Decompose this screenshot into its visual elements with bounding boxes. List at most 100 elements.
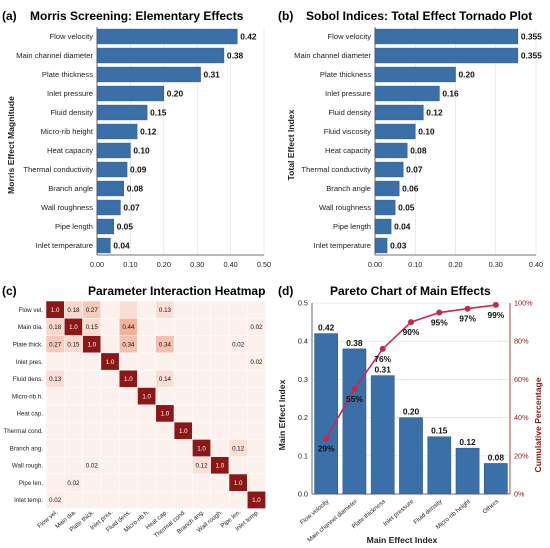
pareto-cumulative-point	[464, 305, 471, 312]
heatmap-cell	[100, 456, 120, 475]
heatmap-cell	[137, 491, 157, 509]
morris-bar	[96, 66, 201, 83]
sobol-value-label: 0.04	[394, 222, 411, 232]
heatmap-cell	[210, 473, 230, 492]
pareto-ytick-label: 0.2	[298, 413, 308, 422]
heatmap-cell-label: 0.44	[122, 324, 135, 331]
heatmap-cell-label: 1.0	[216, 463, 225, 470]
pareto-bar	[427, 436, 452, 495]
heatmap-cell-label: 0.34	[122, 341, 135, 348]
heatmap-cell	[155, 387, 175, 406]
heatmap-row-label: Fluid dens.	[13, 376, 44, 383]
pareto-value-label: 0.20	[403, 407, 420, 417]
heatmap-cell	[192, 473, 211, 492]
heatmap-cell	[173, 300, 193, 319]
panel-c-title: Parameter Interaction Heatmap	[88, 284, 265, 298]
morris-value-label: 0.10	[133, 146, 150, 156]
sobol-category-label: Fluid viscosity	[324, 127, 371, 136]
heatmap-cell	[118, 439, 138, 457]
heatmap-cell	[228, 491, 248, 509]
pareto-cumulative-label: 29%	[318, 444, 335, 454]
heatmap-cell	[210, 439, 230, 457]
heatmap-cell	[155, 439, 175, 457]
heatmap-cell	[137, 439, 157, 457]
heatmap-cell	[155, 491, 175, 509]
pareto-cumulative-label: 55%	[346, 394, 363, 404]
heatmap-cell	[247, 335, 266, 354]
heatmap-cell	[173, 369, 193, 388]
heatmap-row-label: Inlet temp.	[14, 497, 43, 504]
heatmap-cell	[173, 439, 193, 457]
panel-b-ylabel: Total Effect Index	[286, 109, 296, 180]
morris-xtick-label: 0.30	[190, 260, 204, 269]
heatmap-cell-label: 0.02	[250, 324, 263, 331]
heatmap-cell-label: 0.13	[49, 376, 62, 383]
heatmap-cell	[173, 473, 193, 492]
morris-bar	[96, 85, 165, 102]
heatmap-cell-label: 1.0	[179, 428, 188, 435]
panel-b-letter: (b)	[278, 9, 293, 23]
heatmap-cell	[100, 369, 120, 388]
pareto-cumulative-point	[492, 301, 499, 308]
sobol-xtick-label: 0.00	[368, 260, 382, 269]
heatmap-cell	[173, 335, 193, 354]
heatmap-cell-label: 0.18	[49, 324, 62, 331]
pareto-value-label: 0.12	[459, 437, 476, 447]
heatmap-cell	[192, 369, 211, 388]
heatmap-cell	[192, 404, 211, 423]
heatmap-cell	[137, 456, 157, 475]
morris-value-label: 0.07	[123, 203, 140, 213]
heatmap-cell	[210, 318, 230, 336]
pareto-bar	[455, 447, 480, 495]
morris-bar	[96, 47, 225, 64]
heatmap-cell	[100, 335, 120, 354]
heatmap-cell	[192, 491, 211, 509]
pareto-y2tick-label: 20%	[514, 451, 529, 460]
morris-xtick-label: 0.40	[223, 260, 237, 269]
heatmap-cell	[173, 456, 193, 475]
sobol-category-label: Fluid density	[328, 108, 371, 117]
sobol-bar	[374, 28, 519, 45]
heatmap-cell	[118, 387, 138, 406]
morris-chart: 0.00 0.10 0.20 0.30 0.40 0.50 Flow velocity 0.4…	[16, 27, 271, 269]
heatmap-cell	[82, 404, 102, 423]
heatmap-row-label: Heat cap.	[17, 411, 44, 418]
heatmap-cell	[118, 404, 138, 423]
heatmap-cell	[64, 404, 83, 423]
morris-category-label: Main channel diameter	[16, 51, 93, 60]
morris-bar	[96, 123, 138, 140]
sobol-bar	[374, 142, 408, 159]
heatmap-cell	[82, 439, 102, 457]
heatmap-cell-label: 1.0	[142, 393, 151, 400]
sobol-category-label: Thermal conductivity	[301, 165, 371, 174]
heatmap-cell	[210, 300, 230, 319]
morris-category-label: Wall roughness	[41, 203, 93, 212]
heatmap-cell-label: 1.0	[69, 324, 78, 331]
morris-value-label: 0.42	[240, 32, 257, 42]
heatmap-cell	[45, 404, 65, 423]
sobol-value-label: 0.05	[398, 203, 415, 213]
panel-a-title: Morris Screening: Elementary Effects	[30, 9, 244, 23]
sobol-category-label: Plate thickness	[320, 70, 371, 79]
pareto-ytick-label: 0.1	[298, 451, 308, 460]
heatmap-cell-label: 1.0	[234, 480, 243, 487]
heatmap-cell	[64, 369, 83, 388]
panel-a-letter: (a)	[2, 9, 17, 23]
morris-xtick-label: 0.10	[123, 260, 137, 269]
pareto-ytick-label: 0.4	[298, 337, 308, 346]
morris-category-label: Plate thickness	[42, 70, 93, 79]
pareto-value-label: 0.08	[488, 452, 505, 462]
sobol-bar	[374, 66, 456, 83]
heatmap-cell	[192, 318, 211, 336]
sobol-xtick-label: 0.30	[489, 260, 503, 269]
heatmap-cell	[64, 439, 83, 457]
sobol-value-label: 0.03	[390, 241, 407, 251]
heatmap-cell	[100, 318, 120, 336]
heatmap-cell	[137, 300, 157, 319]
heatmap-cell	[155, 421, 175, 440]
pareto-value-label: 0.31	[375, 365, 392, 375]
heatmap-cell-label: 1.0	[87, 341, 96, 348]
sobol-xtick-label: 0.10	[408, 260, 422, 269]
heatmap-cell-label: 1.0	[106, 359, 115, 366]
